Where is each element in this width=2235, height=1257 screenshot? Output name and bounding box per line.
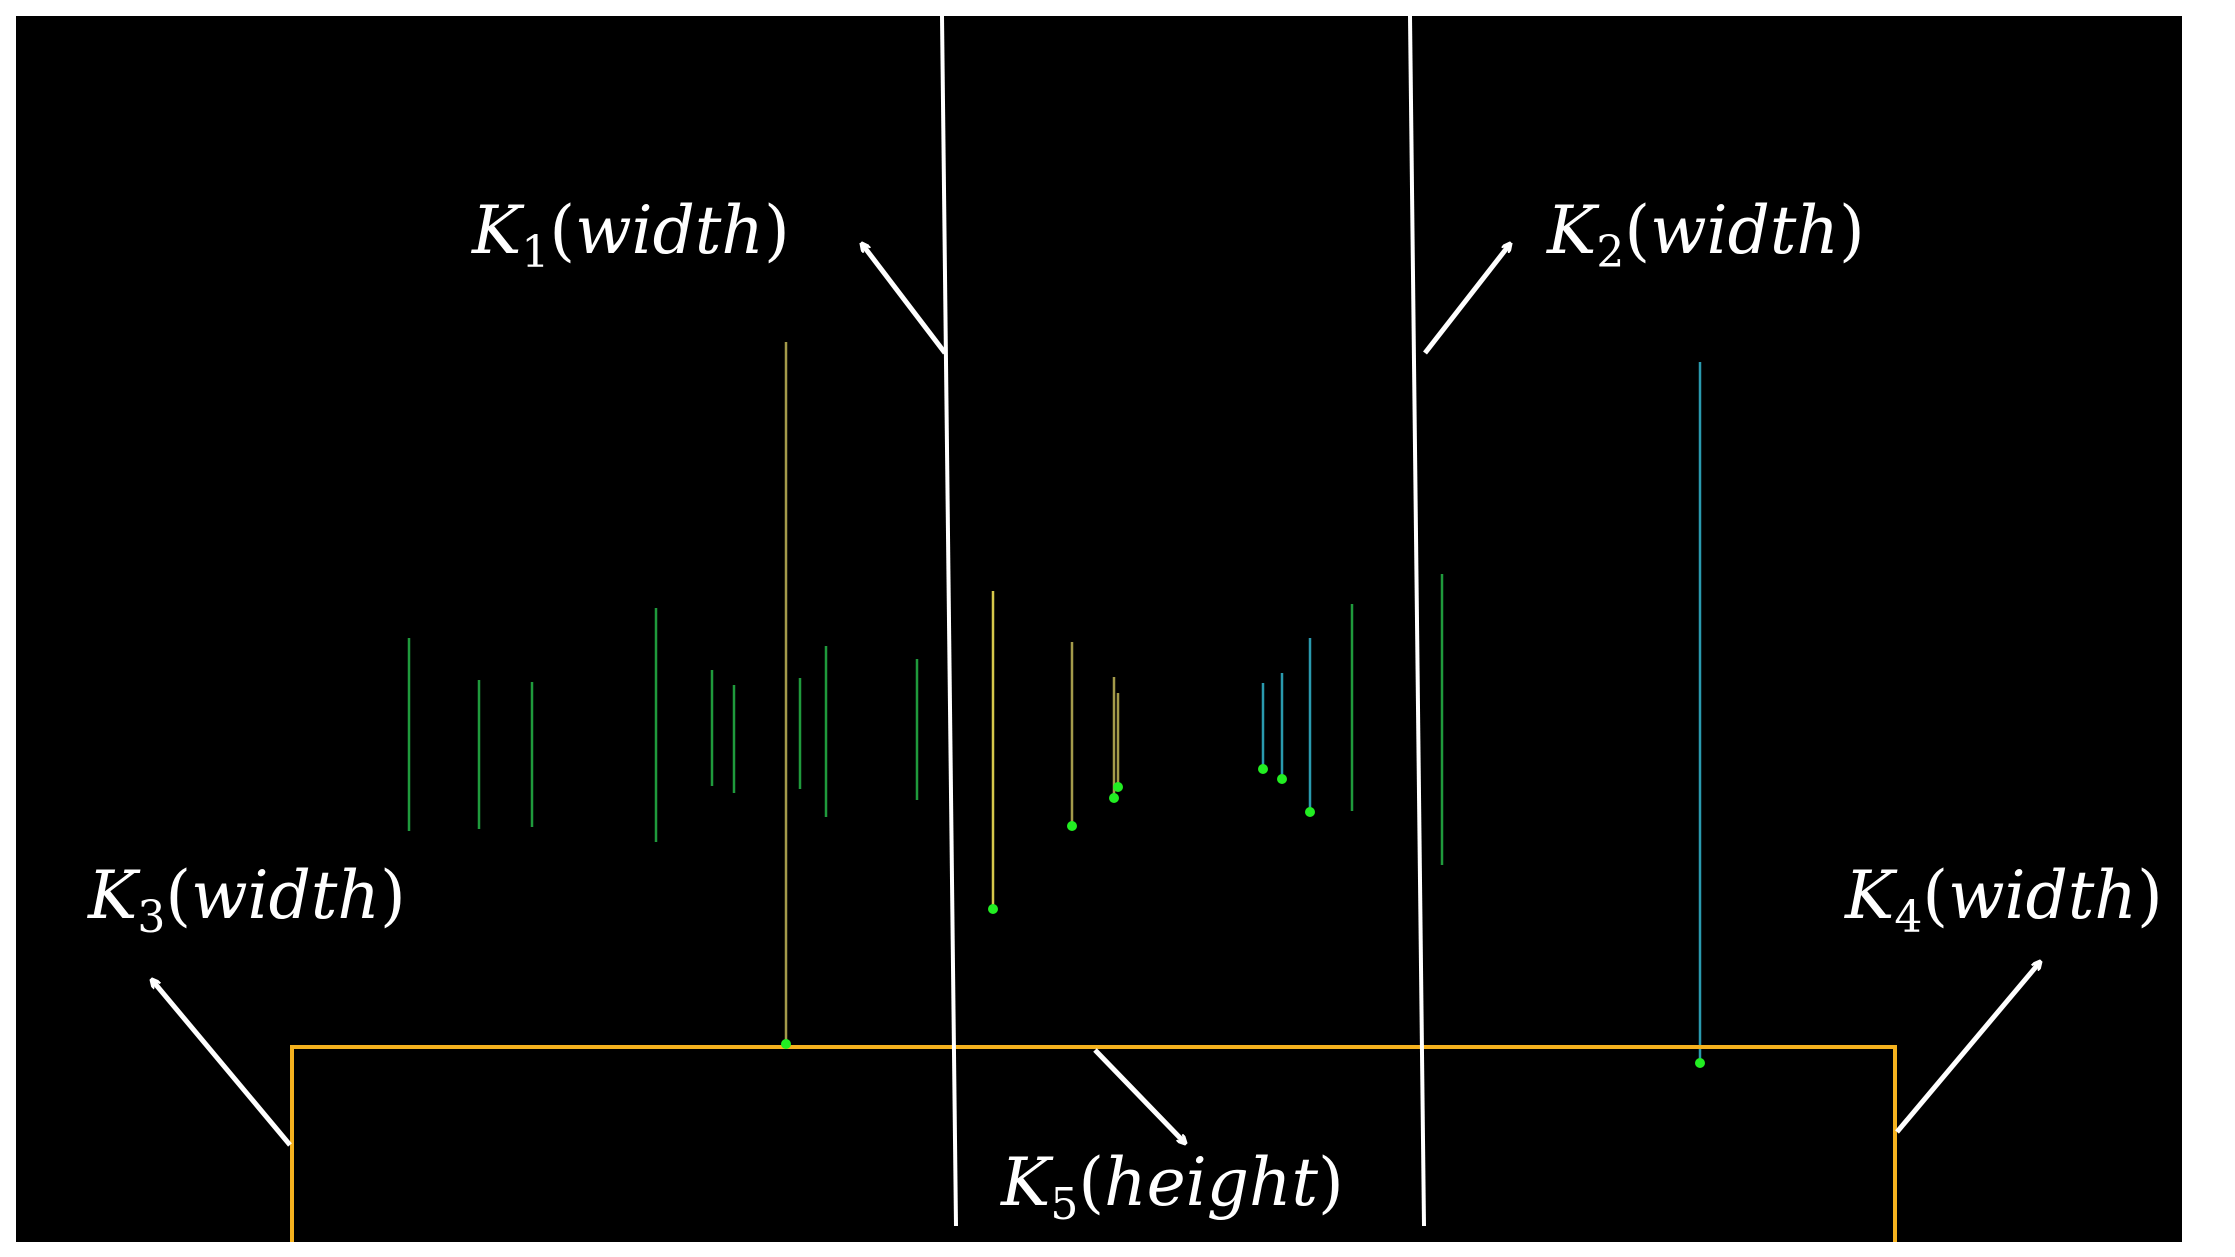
label-k1: K1(width)	[471, 192, 790, 278]
endpoint-dots	[781, 764, 1705, 1068]
arrow-k1	[862, 244, 947, 355]
vertical-segments	[407, 342, 1702, 1063]
endpoint-dot-11	[988, 904, 998, 914]
endpoint-dot-7	[781, 1039, 791, 1049]
label-k3: K3(width)	[87, 857, 406, 943]
arrow-k2	[1423, 244, 1510, 355]
endpoint-dot-20	[1695, 1058, 1705, 1068]
endpoint-dot-12	[1067, 821, 1077, 831]
boundary-line-left	[940, 15, 958, 1227]
label-k4: K4(width)	[1844, 857, 2163, 943]
arrow-k5	[1093, 1048, 1185, 1143]
boundary-line-right	[1408, 15, 1426, 1227]
label-k2: K2(width)	[1546, 192, 1865, 278]
endpoint-dot-15	[1258, 764, 1268, 774]
endpoint-dot-17	[1305, 807, 1315, 817]
image-background	[16, 16, 2182, 1242]
endpoint-dot-13	[1109, 793, 1119, 803]
arrow-k4	[1895, 962, 2040, 1134]
endpoint-dot-16	[1277, 774, 1287, 784]
endpoint-dot-14	[1113, 782, 1123, 792]
arrow-k3	[152, 980, 292, 1147]
label-k5: K5(height)	[1000, 1144, 1344, 1230]
region-box-k5	[290, 1045, 1897, 1242]
